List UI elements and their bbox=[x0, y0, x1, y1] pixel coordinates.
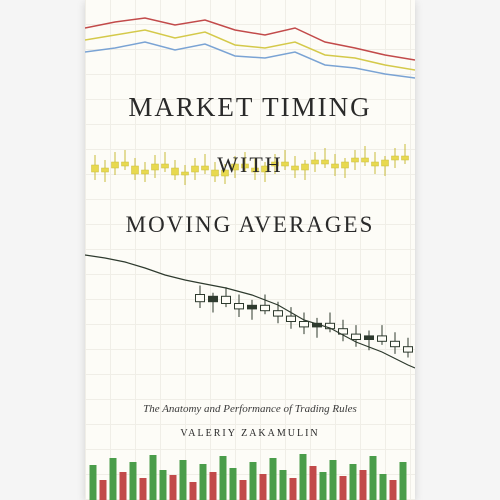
author-name: VALERIY ZAKAMULIN bbox=[85, 428, 415, 439]
title-line-2: WITH bbox=[85, 152, 415, 178]
bottom-bar-chart bbox=[85, 448, 415, 500]
top-line-chart bbox=[85, 0, 415, 90]
book-cover: MARKET TIMING WITH MOVING AVERAGES The A… bbox=[85, 0, 415, 500]
dark-candlestick-chart bbox=[85, 245, 415, 395]
cover-content: MARKET TIMING WITH MOVING AVERAGES The A… bbox=[85, 0, 415, 500]
subtitle: The Anatomy and Performance of Trading R… bbox=[85, 403, 415, 415]
title-line-1: MARKET TIMING bbox=[85, 92, 415, 123]
title-line-3: MOVING AVERAGES bbox=[85, 212, 415, 238]
